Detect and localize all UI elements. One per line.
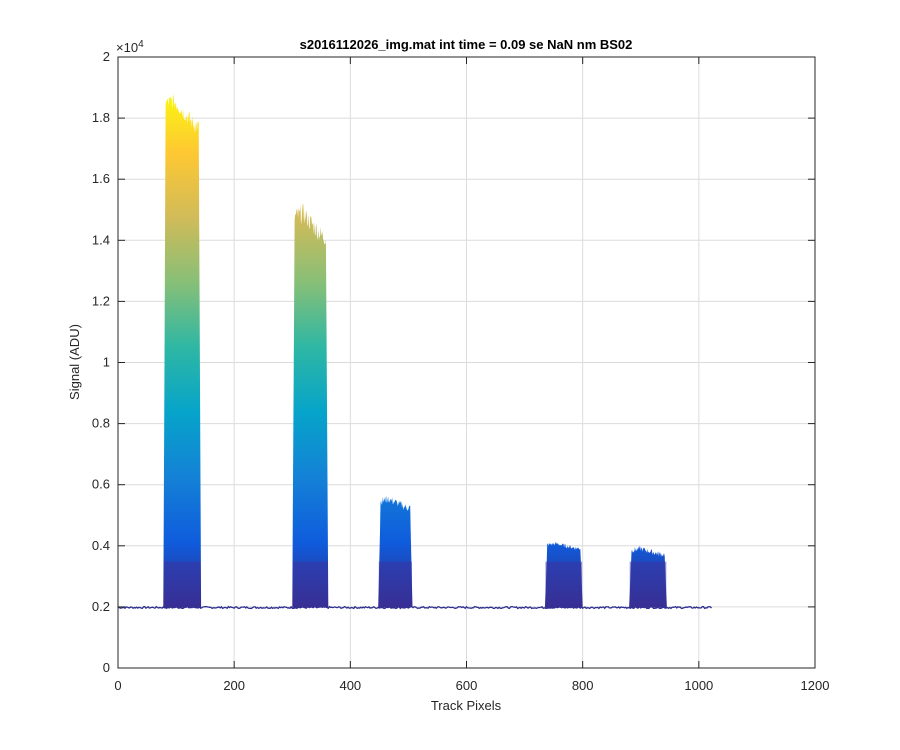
chart-title: s2016112026_img.mat int time = 0.09 se N…	[300, 37, 633, 52]
y-exponent-label: ×104	[116, 39, 144, 55]
y-tick-label-0: 0	[103, 660, 110, 675]
peak-1	[162, 93, 203, 608]
peak-1-base-band	[163, 561, 201, 608]
x-tick-label-2: 400	[339, 678, 361, 693]
y-tick-label-7: 1.4	[92, 232, 110, 247]
y-tick-label-9: 1.8	[92, 110, 110, 125]
x-axis-ticks: 0 200 400 600 800 1000 1200	[114, 57, 829, 693]
y-axis-ticks: 0 0.2 0.4 0.6 0.8 1 1.2 1.4 1.6 1.8 2	[92, 49, 815, 675]
y-tick-label-4: 0.8	[92, 416, 110, 431]
x-tick-label-5: 1000	[684, 678, 713, 693]
peak-4-base-band	[545, 561, 583, 608]
x-tick-label-0: 0	[114, 678, 121, 693]
peak-5-base-band	[629, 561, 667, 608]
grid-lines	[117, 56, 816, 669]
y-tick-label-2: 0.4	[92, 538, 110, 553]
y-tick-label-1: 0.2	[92, 599, 110, 614]
y-tick-label-10: 2	[103, 49, 110, 64]
peak-3-base-band	[378, 561, 412, 608]
x-tick-label-6: 1200	[801, 678, 830, 693]
y-axis-label: Signal (ADU)	[67, 324, 82, 400]
x-tick-label-3: 600	[456, 678, 478, 693]
y-tick-label-8: 1.6	[92, 171, 110, 186]
x-tick-label-4: 800	[572, 678, 594, 693]
y-tick-label-6: 1.2	[92, 293, 110, 308]
peak-2	[291, 204, 330, 608]
y-tick-label-5: 1	[103, 355, 110, 370]
baseline-trace	[118, 605, 713, 610]
x-tick-label-1: 200	[223, 678, 245, 693]
y-tick-label-3: 0.6	[92, 477, 110, 492]
x-axis-label: Track Pixels	[431, 698, 502, 713]
peak-2-base-band	[292, 561, 328, 608]
signal-traces	[118, 93, 713, 610]
